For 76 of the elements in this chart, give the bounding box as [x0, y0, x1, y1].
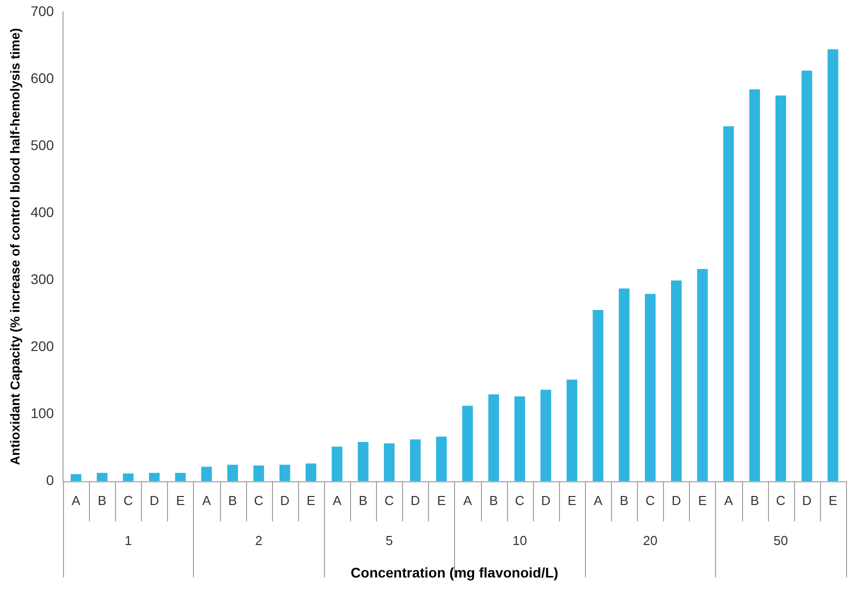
bar — [802, 70, 812, 482]
text: 1 — [124, 532, 132, 548]
bar — [749, 89, 760, 482]
x-tick-label: B — [358, 492, 368, 508]
bar — [96, 472, 108, 482]
x-tick-label: B — [489, 492, 498, 508]
bar — [592, 310, 604, 482]
x-tick-label: D — [150, 492, 160, 508]
bar — [332, 446, 342, 482]
x-tick-label: A — [724, 492, 734, 508]
text: 2 — [255, 532, 262, 548]
x-tick-label: E — [437, 492, 446, 508]
bar — [697, 269, 708, 482]
x-tick-label: D — [802, 492, 812, 508]
y-tick-label: 600 — [30, 70, 54, 86]
x-tick-label: C — [646, 492, 655, 508]
x-tick-label: D — [280, 492, 290, 508]
bar — [828, 49, 838, 482]
bar — [462, 406, 473, 482]
bar — [227, 464, 238, 482]
bar — [488, 394, 499, 482]
x-tick-label: A — [332, 492, 342, 508]
y-tick-label: 500 — [30, 136, 54, 153]
x-tick-label: A — [463, 492, 472, 508]
x-axis-title: Concentration (mg flavonoid/L) — [350, 564, 558, 580]
text: 50 — [774, 532, 788, 548]
bar — [540, 390, 552, 482]
bar — [306, 463, 316, 482]
bar — [279, 464, 290, 482]
bar — [358, 442, 368, 482]
x-tick-label: E — [306, 492, 316, 508]
x-tick-label: A — [72, 492, 81, 508]
text: 20 — [643, 532, 658, 548]
x-tick-label: D — [410, 492, 420, 508]
text: 5 — [386, 532, 393, 548]
bar — [566, 380, 578, 482]
x-tick-label: C — [384, 492, 394, 508]
text: 10 — [512, 532, 527, 548]
x-tick-label: A — [202, 492, 212, 508]
x-tick-label: E — [568, 492, 577, 508]
bar — [644, 294, 656, 482]
y-axis-title: Antioxidant Capacity (% increase of control blood half-hemolysis time) — [7, 28, 22, 466]
bar — [671, 280, 682, 482]
x-tick-label: D — [672, 492, 682, 508]
x-tick-label: C — [254, 492, 264, 508]
bar — [201, 466, 212, 482]
x-tick-label: C — [124, 492, 133, 508]
bar — [70, 474, 82, 482]
x-tick-label: B — [98, 492, 106, 508]
y-tick-label: 0 — [46, 472, 54, 488]
x-tick-label: C — [776, 492, 786, 508]
x-tick-label: E — [698, 492, 708, 508]
bar — [253, 465, 264, 482]
x-tick-label: E — [176, 492, 186, 508]
x-tick-label: C — [515, 492, 524, 508]
x-tick-label: B — [228, 492, 237, 508]
bar — [436, 436, 447, 482]
bar — [410, 439, 421, 482]
bar — [175, 472, 186, 482]
x-tick-label: D — [541, 492, 551, 508]
y-tick-label: 200 — [30, 338, 54, 354]
bar — [723, 126, 734, 482]
x-tick-label: B — [750, 492, 759, 508]
x-tick-label: B — [620, 492, 628, 508]
bar — [122, 473, 134, 482]
y-tick-label: 700 — [30, 2, 54, 19]
y-tick-label: 100 — [30, 405, 54, 422]
bar — [618, 288, 630, 482]
bar — [384, 443, 395, 482]
y-tick-label: 300 — [30, 270, 54, 287]
bar — [514, 396, 526, 482]
y-tick-label: 400 — [30, 204, 54, 220]
x-tick-label: E — [828, 492, 838, 508]
bar — [775, 95, 786, 482]
bar — [148, 472, 160, 482]
x-tick-label: A — [594, 492, 603, 508]
